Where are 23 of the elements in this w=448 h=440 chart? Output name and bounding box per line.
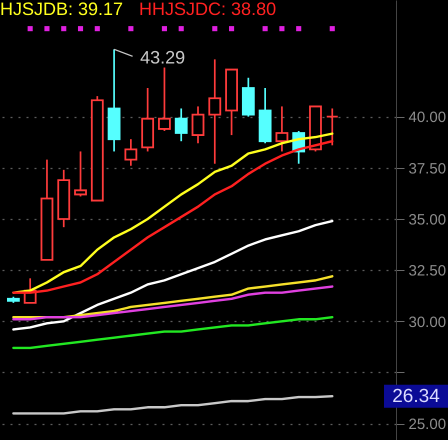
candlestick [74, 150, 87, 198]
line-series [12, 275, 334, 318]
candlestick [276, 106, 288, 152]
annotation: 43.29 [140, 47, 186, 68]
y-tick-label: 40.00 [408, 109, 446, 126]
y-tick-label: 32.50 [408, 262, 446, 280]
candlestick [192, 106, 204, 144]
candlestick [208, 58, 222, 165]
text: HJSJDB: 39.17 [0, 0, 124, 19]
y-tick-label: 37.50 [408, 160, 446, 178]
candlestick [158, 66, 171, 132]
line-series [12, 395, 334, 415]
text: HHJSJDC: 38.80 [139, 0, 276, 19]
y-tick-label: 30.00 [408, 314, 446, 331]
candlestick [124, 138, 138, 167]
y-tick-label: 25.00 [408, 416, 446, 434]
y-tick-label: 35.00 [408, 211, 446, 228]
candlestick [174, 108, 188, 142]
line-series [12, 316, 334, 350]
candlestick [326, 108, 339, 146]
line-series [12, 220, 334, 331]
annotation: 26.34 [392, 386, 440, 408]
line-series [12, 285, 334, 320]
